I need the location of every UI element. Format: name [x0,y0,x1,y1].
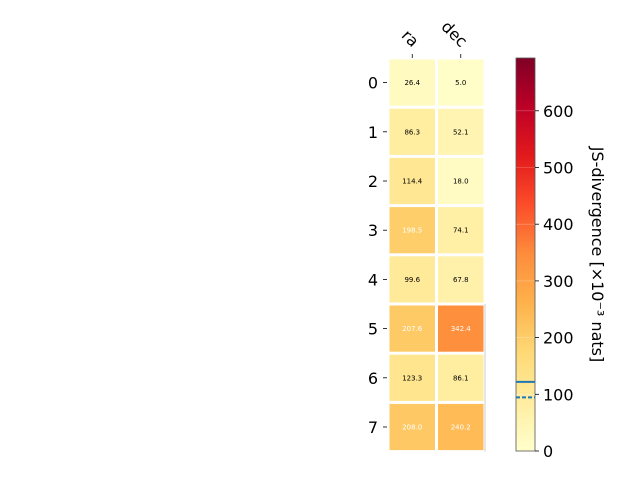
cell-value-label: 26.4 [404,79,420,87]
cell-value-label: 52.1 [453,128,469,136]
row-label: 7 [368,418,378,437]
colorbar-ticks: 0 100 200 300 400 500 600 [516,102,574,461]
cell-value-label: 198.5 [402,227,422,235]
colorbar-tick-label: 600 [543,102,574,121]
cell-value-label: 18.0 [453,178,469,186]
cell-value-label: 74.1 [453,227,469,235]
cell-value-label: 86.1 [453,374,469,382]
cell-value-label: 86.3 [404,128,420,136]
heatmap-cell [438,305,484,352]
heatmap-cell [438,354,484,401]
row-label: 1 [368,123,378,142]
row-label: 5 [368,320,378,339]
cell-value-label: 114.4 [402,178,423,186]
row-label: 3 [368,221,378,240]
column-labels: ra dec [398,17,472,58]
cell-value-label: 5.0 [455,79,466,87]
heatmap-cell [389,207,435,254]
colorbar-tick-label: 400 [543,215,574,234]
heatmap-cell [389,403,435,451]
colorbar-tick-label: 500 [543,158,574,177]
heatmap-cell [389,157,435,205]
cell-value-label: 240.2 [451,424,471,432]
heatmap-cell [438,108,484,155]
cell-value-label: 123.3 [402,374,422,382]
cell-value-label: 342.4 [451,325,472,333]
heatmap-cell [438,59,484,106]
colorbar-reference-lines [516,380,535,399]
heatmap: 26.4 5.0 86.3 52.1 114.4 18.0 198.5 74.1 99.6 67.… [389,59,486,452]
row-labels: 0 1 2 3 4 5 6 7 [368,74,387,437]
heatmap-cell [438,157,484,205]
colorbar-tick-label: 100 [543,385,574,404]
row-label: 6 [368,369,378,388]
colorbar: 0 100 200 300 400 500 600 JS-divergence [×10⁻³… [515,57,607,461]
heatmap-cell [438,256,484,303]
row-label: 0 [368,74,378,93]
heatmap-cell [389,256,435,303]
cell-value-label: 99.6 [404,276,420,284]
colorbar-gradient [515,57,536,452]
heatmap-cell [389,305,435,352]
colorbar-tick-label: 0 [543,442,553,461]
colorbar-label: JS-divergence [×10⁻³ nats] [588,146,607,362]
cell-value-label: 67.8 [453,276,469,284]
cell-value-label: 207.6 [402,325,423,333]
column-label: dec [438,17,472,51]
heatmap-cell [389,108,435,155]
heatmap-cell [389,59,435,106]
cell-value-label: 208.0 [402,424,422,432]
row-label: 4 [368,270,378,289]
colorbar-tick-label: 200 [543,329,574,348]
heatmap-cell [438,403,484,451]
column-label: ra [398,26,423,51]
heatmap-cell [438,207,484,254]
heatmap-cell [389,354,435,401]
colorbar-tick-label: 300 [543,272,574,291]
row-label: 2 [368,172,378,191]
